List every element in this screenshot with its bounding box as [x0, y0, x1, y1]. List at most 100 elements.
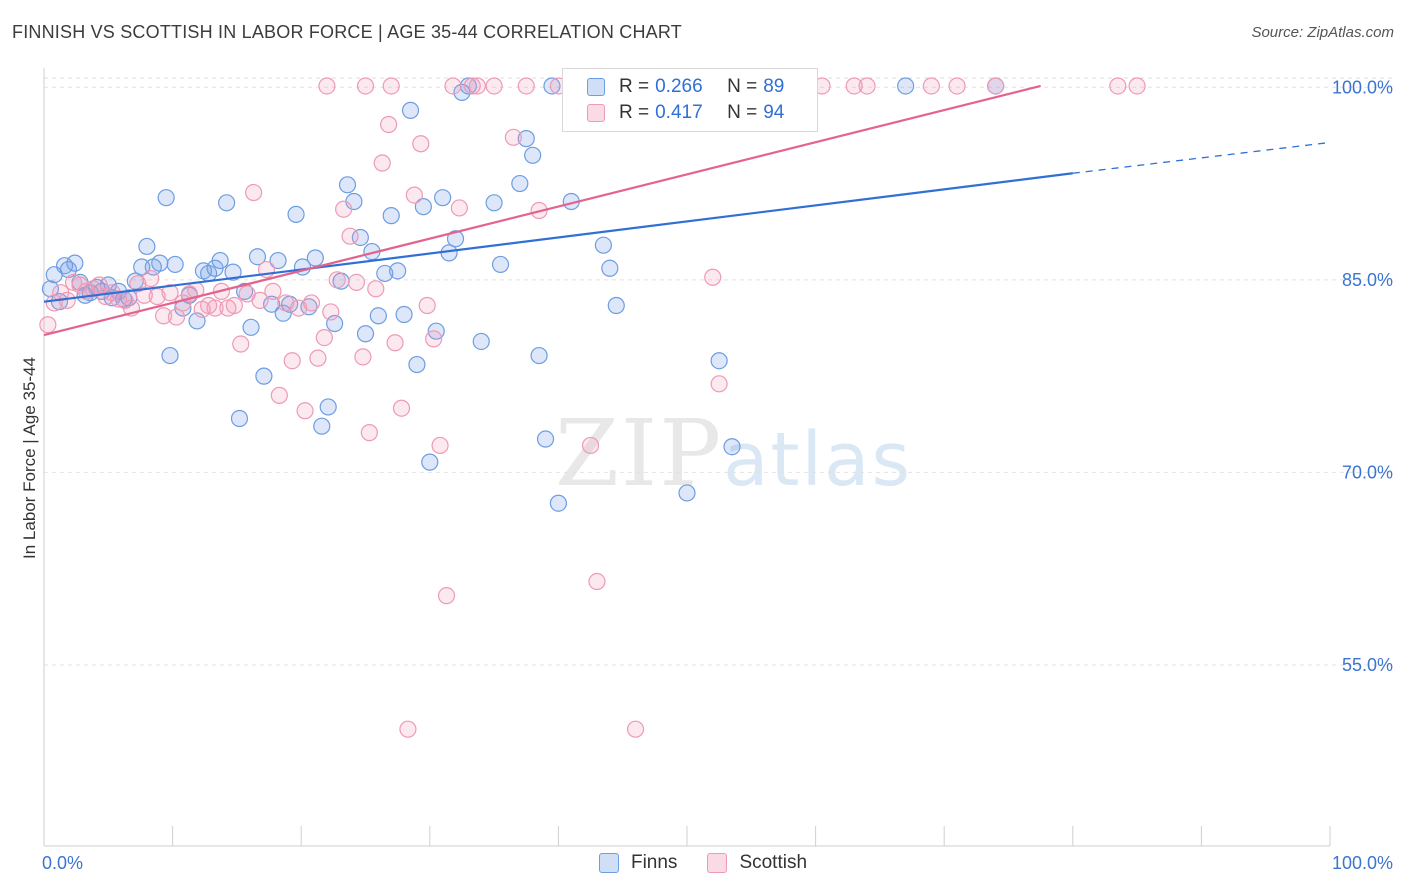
points [39, 77, 1146, 738]
scottish-point [588, 572, 606, 591]
finns-point [511, 174, 529, 193]
scottish-point [485, 77, 503, 95]
scottish-point [39, 316, 57, 334]
scottish-n-label: N = [727, 102, 758, 123]
finns-n-label: N = [727, 76, 758, 97]
tick-labels: 55.0% 70.0% 85.0% 100.0% 0.0% 100.0% [42, 77, 1393, 873]
scottish-point [318, 77, 336, 95]
scottish-point [399, 720, 417, 738]
scottish-point [710, 375, 728, 393]
scottish-point [347, 273, 366, 291]
scottish-point [405, 186, 423, 204]
scottish-point [167, 308, 186, 326]
scottish-point [270, 386, 288, 404]
finns-point [338, 176, 357, 194]
finns-point [138, 237, 156, 256]
x-tick-label: 100.0% [1332, 853, 1393, 873]
scottish-point [296, 402, 314, 420]
scottish-point [386, 334, 404, 352]
finns-point [59, 260, 78, 279]
scottish-point [356, 77, 375, 95]
finns-point [601, 259, 619, 277]
scottish-point [290, 299, 308, 317]
finns-point [401, 101, 420, 119]
scottish-point [845, 77, 863, 95]
finns-point [434, 189, 452, 207]
scottish-point [251, 291, 269, 309]
y-tick-label: 70.0% [1342, 462, 1393, 482]
scottish-point [135, 286, 153, 304]
finns-point [242, 318, 260, 336]
scottish-point [225, 296, 243, 315]
scottish-point [450, 199, 468, 217]
finns-legend-swatch [598, 853, 619, 873]
series-legend: Finns Scottish [0, 852, 1406, 874]
scottish-point [987, 77, 1005, 95]
finns-point [248, 248, 267, 266]
scottish-point [437, 587, 456, 605]
scottish-point [245, 183, 263, 202]
finns-point [414, 198, 432, 216]
finns-point [710, 352, 728, 370]
scottish-point [468, 77, 486, 95]
scottish-point [626, 720, 645, 738]
scottish-n-value: 94 [763, 102, 785, 123]
trend-lines [43, 84, 1331, 337]
finns-point [446, 230, 465, 248]
watermark-atlas: atlas [723, 417, 912, 503]
stats-legend: R = 0.266 N = 89 R = 0.417 N = 94 [562, 68, 818, 132]
finns-point [157, 189, 175, 207]
scottish-point [382, 77, 400, 95]
scottish-point [425, 330, 443, 348]
finns-point [230, 409, 249, 428]
scottish-point [431, 436, 449, 455]
finns-point [236, 282, 254, 300]
legend-item-scottish[interactable]: Scottish [707, 852, 807, 874]
finns-point [356, 325, 375, 343]
scottish-point [302, 294, 321, 312]
finns-point [524, 146, 542, 164]
scottish-trend-line [43, 84, 1041, 337]
finns-legend-label: Finns [630, 852, 678, 873]
finns-point [151, 254, 169, 272]
legend-item-finns[interactable]: Finns [598, 852, 678, 874]
finns-point [66, 254, 84, 272]
y-tick-label: 85.0% [1342, 270, 1393, 290]
scottish-point [948, 77, 966, 95]
scottish-point [412, 135, 430, 153]
finns-point [313, 417, 331, 435]
scottish-point [517, 77, 535, 95]
finns-point [41, 280, 60, 298]
axes [43, 68, 1331, 847]
scottish-point [1128, 77, 1146, 95]
finns-point [166, 255, 184, 274]
finns-point [594, 236, 613, 254]
finns-trend-line [43, 172, 1073, 303]
scottish-point [277, 294, 295, 312]
finns-point [211, 251, 229, 270]
scottish-point [322, 303, 340, 321]
scottish-point [154, 307, 173, 325]
scottish-point [360, 424, 378, 442]
finns-point [549, 494, 568, 512]
finns-point [543, 77, 561, 95]
finns-point [517, 130, 535, 148]
finns-point [376, 264, 394, 283]
scottish-point [380, 115, 398, 134]
legend-row-finns: R = 0.266 N = 89 [587, 75, 784, 99]
scottish-point [109, 290, 128, 308]
finns-point [723, 438, 741, 456]
finns-point [306, 249, 324, 267]
scottish-point [232, 335, 250, 353]
finns-point [319, 398, 337, 416]
scottish-point [504, 128, 522, 146]
finns-point [408, 355, 426, 374]
finns-point [472, 332, 490, 351]
y-tick-label: 100.0% [1332, 77, 1393, 97]
chart-title: FINNISH VS SCOTTISH IN LABOR FORCE | AGE… [12, 22, 682, 42]
scottish-point [367, 280, 385, 298]
finns-point [491, 255, 510, 274]
finns-trend-extension [1072, 141, 1331, 174]
finns-point [678, 484, 696, 502]
